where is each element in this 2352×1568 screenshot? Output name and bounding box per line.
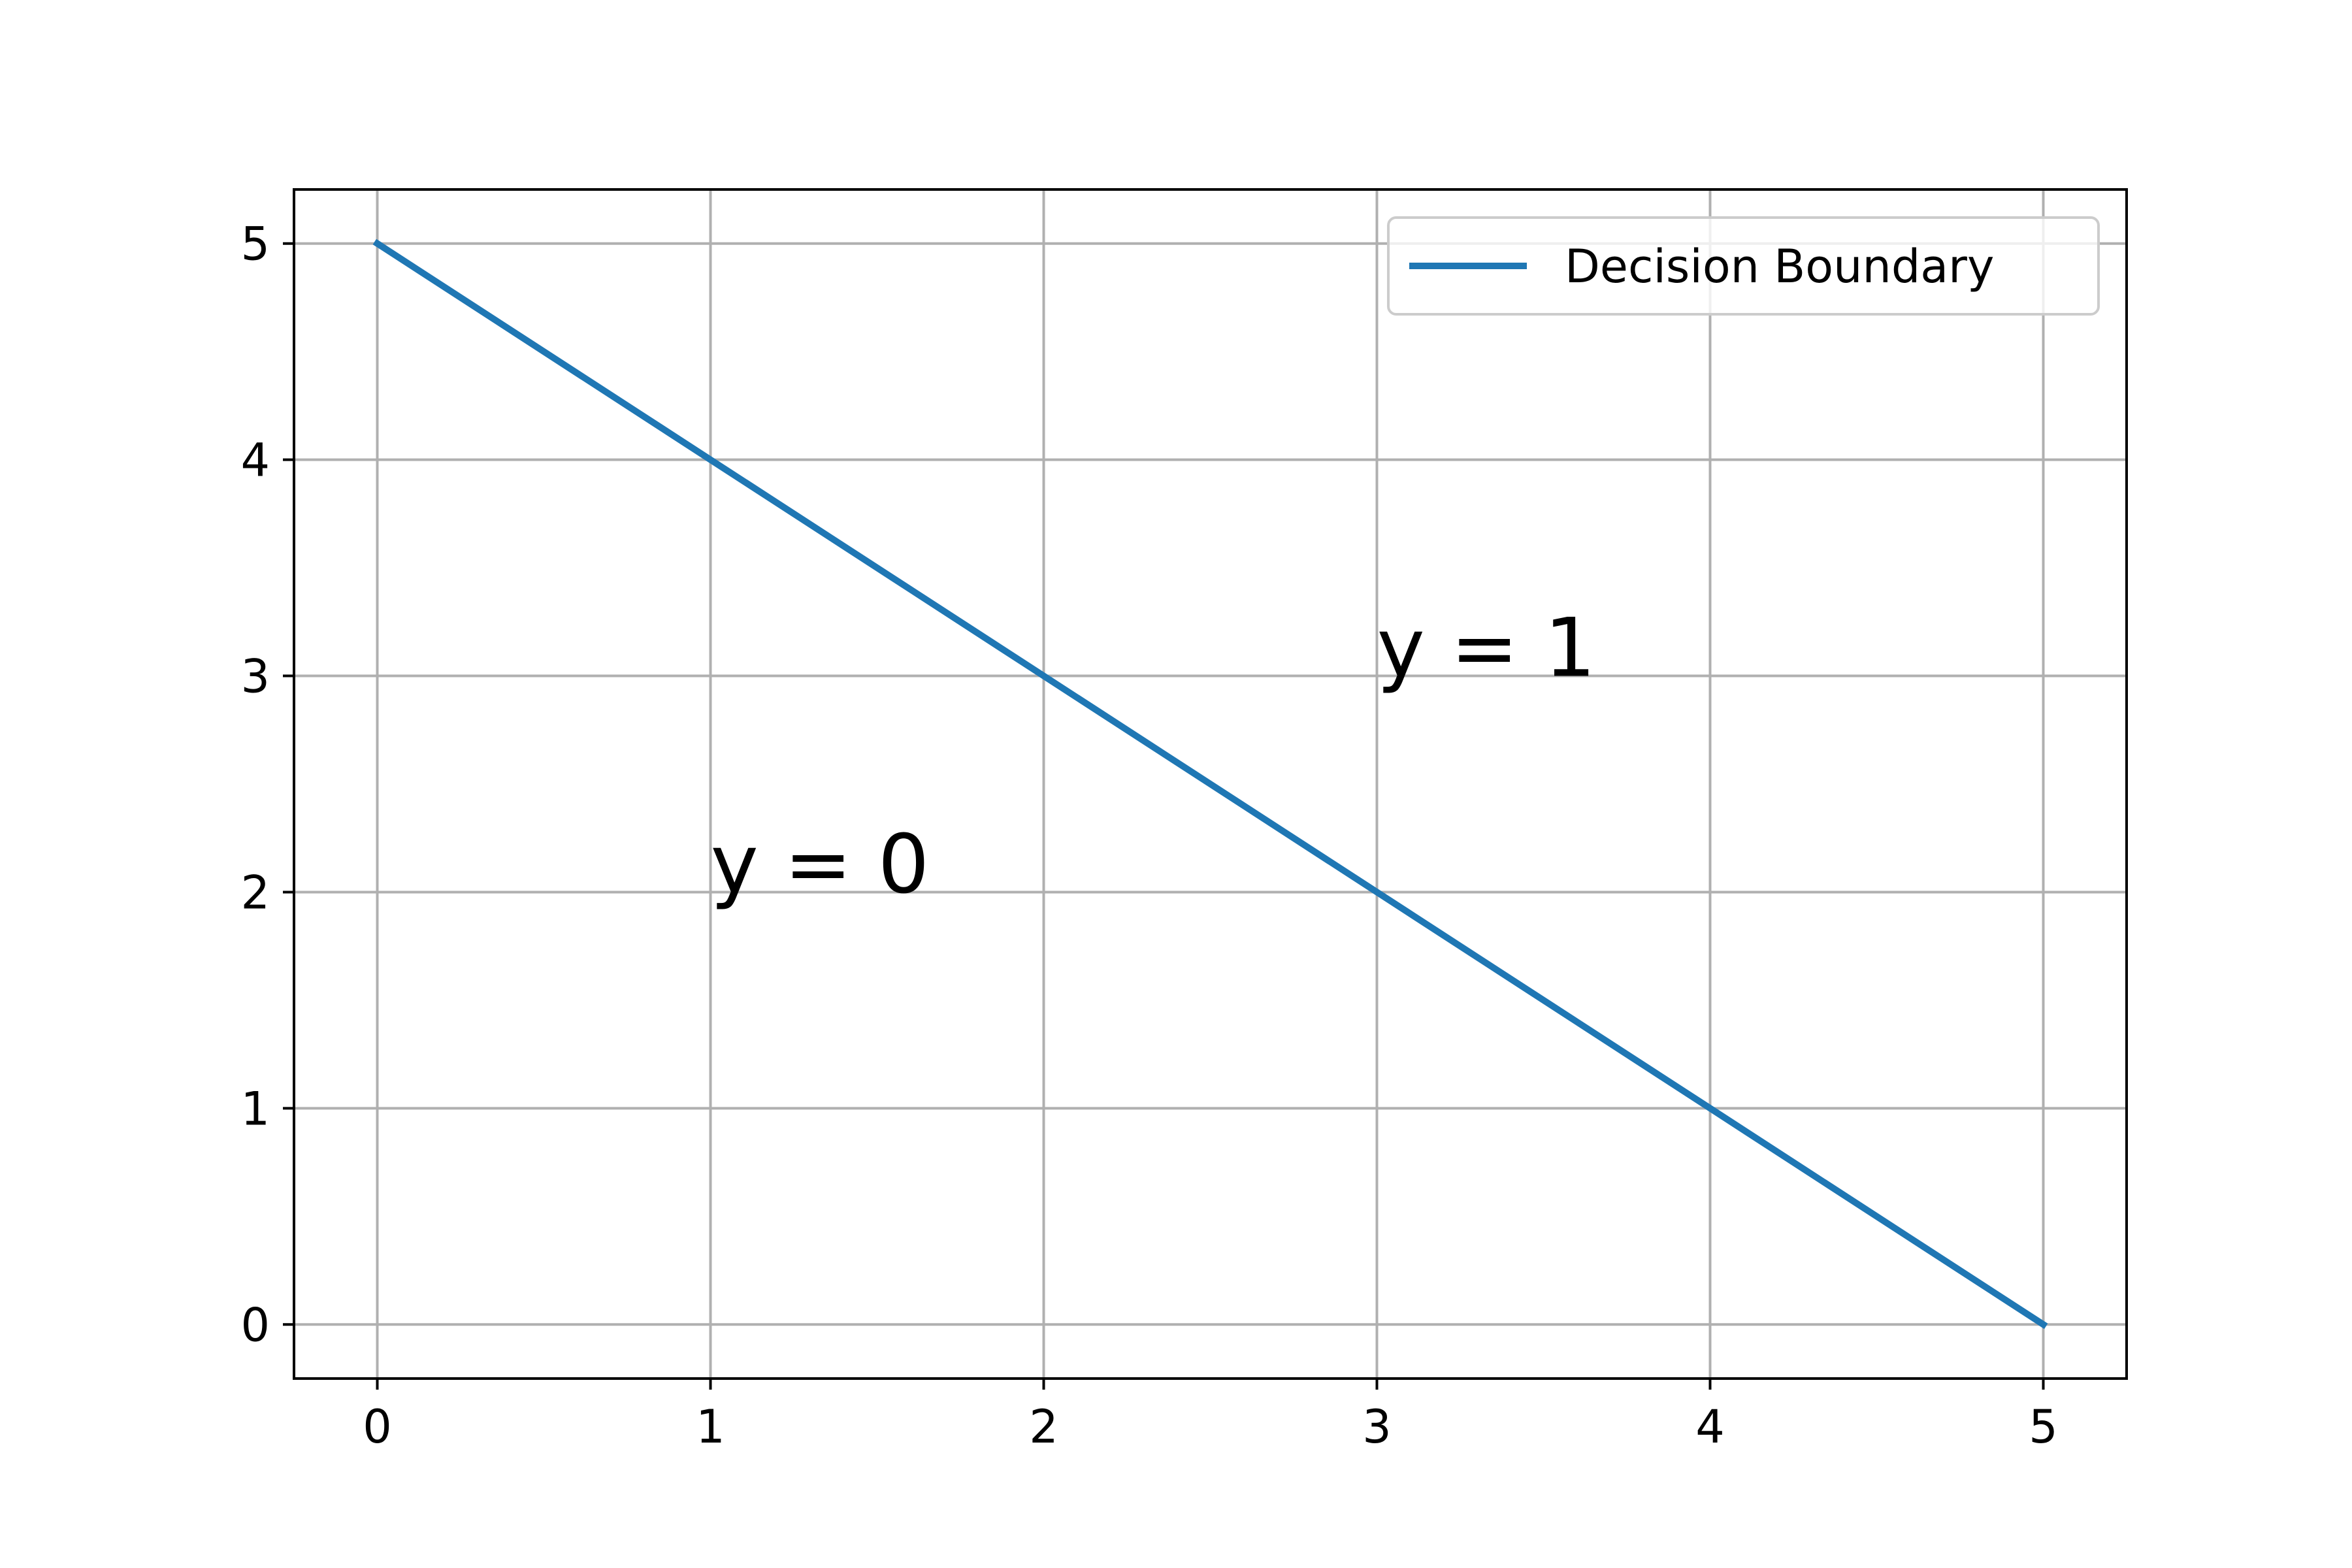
ticks: 0 1 2 3 4 5 0 1 2 3 4 5 (240, 218, 2057, 1454)
y-tick-label-0: 0 (240, 1298, 270, 1352)
y-tick-label-4: 4 (240, 434, 270, 487)
series-layer (372, 238, 2048, 1330)
series-line-0 (372, 238, 2048, 1330)
x-tick-label-2: 2 (1029, 1400, 1058, 1454)
legend: Decision Boundary (1387, 216, 2100, 316)
legend-box (1387, 216, 2100, 316)
annotation-1: y = 1 (1377, 602, 1596, 696)
x-tick-label-5: 5 (2029, 1400, 2058, 1454)
x-tick-label-3: 3 (1362, 1400, 1392, 1454)
x-tick-label-0: 0 (363, 1400, 392, 1454)
legend-label-0: Decision Boundary (1565, 240, 1994, 293)
x-tick-label-4: 4 (1695, 1400, 1725, 1454)
annotation-0: y = 0 (711, 817, 930, 911)
y-tick-label-5: 5 (240, 218, 270, 271)
y-tick-label-1: 1 (240, 1082, 270, 1135)
y-tick-label-2: 2 (240, 866, 270, 919)
annotations: y = 0 y = 1 (711, 602, 1596, 912)
x-tick-label-1: 1 (696, 1400, 725, 1454)
grid (294, 189, 2127, 1379)
axes-frame (293, 188, 2128, 1380)
y-tick-label-3: 3 (240, 650, 270, 704)
